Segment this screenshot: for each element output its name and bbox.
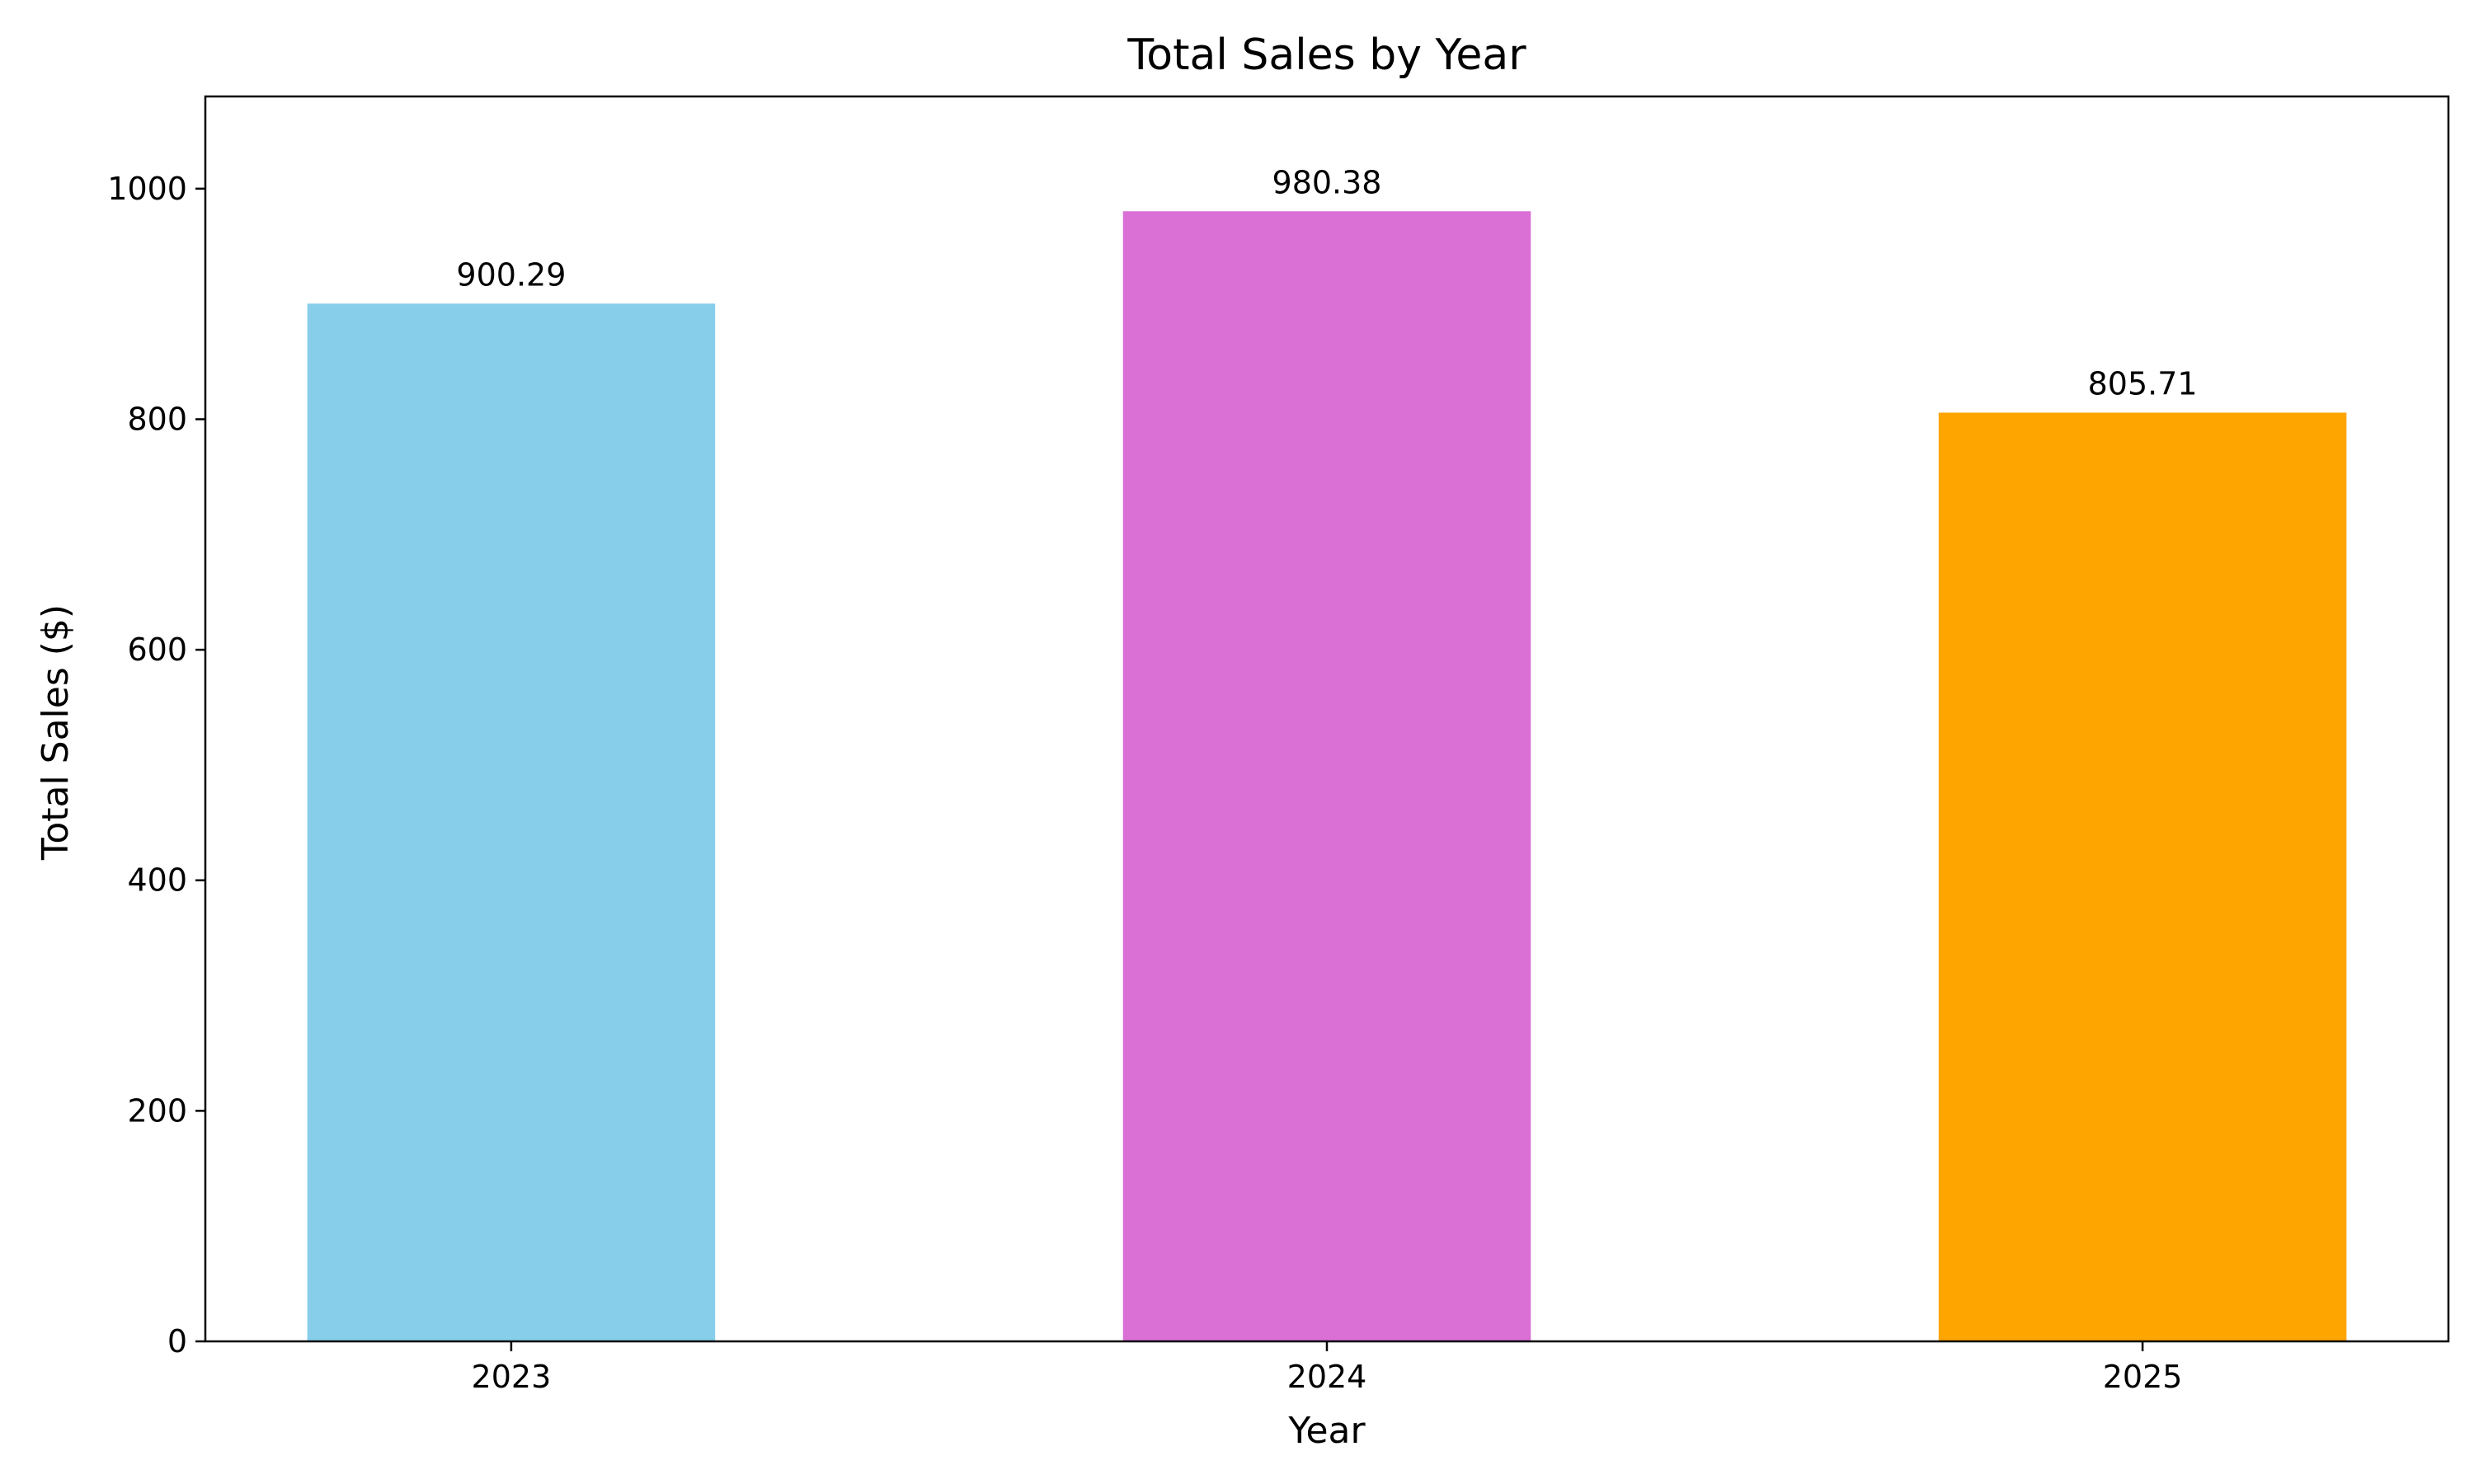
x-tick-label-2023: 2023 [472,1359,552,1395]
bar-2024 [1122,211,1531,1342]
value-labels-layer: 900.29 980.38 805.71 [456,164,2197,402]
y-tick-label-400: 400 [127,862,187,899]
y-tick-label-1000: 1000 [107,171,187,207]
value-label-2023: 900.29 [456,256,566,293]
y-tick-label-0: 0 [167,1323,187,1360]
bars-layer [307,211,2347,1342]
y-tick-label-800: 800 [127,401,187,437]
bar-2025 [1938,412,2347,1341]
x-tick-label-2025: 2025 [2103,1359,2183,1395]
y-axis: 0 200 400 600 800 1000 [107,171,205,1360]
bar-2023 [307,303,716,1341]
y-tick-label-200: 200 [127,1092,187,1129]
value-label-2024: 980.38 [1272,164,1382,200]
chart-title: Total Sales by Year [1126,31,1526,80]
x-axis: 2023 2024 2025 [472,1341,2183,1395]
value-label-2025: 805.71 [2088,365,2198,402]
x-axis-label: Year [1287,1410,1366,1452]
y-tick-label-600: 600 [127,632,187,668]
x-tick-label-2024: 2024 [1287,1359,1367,1395]
y-axis-label: Total Sales ($) [35,604,77,861]
